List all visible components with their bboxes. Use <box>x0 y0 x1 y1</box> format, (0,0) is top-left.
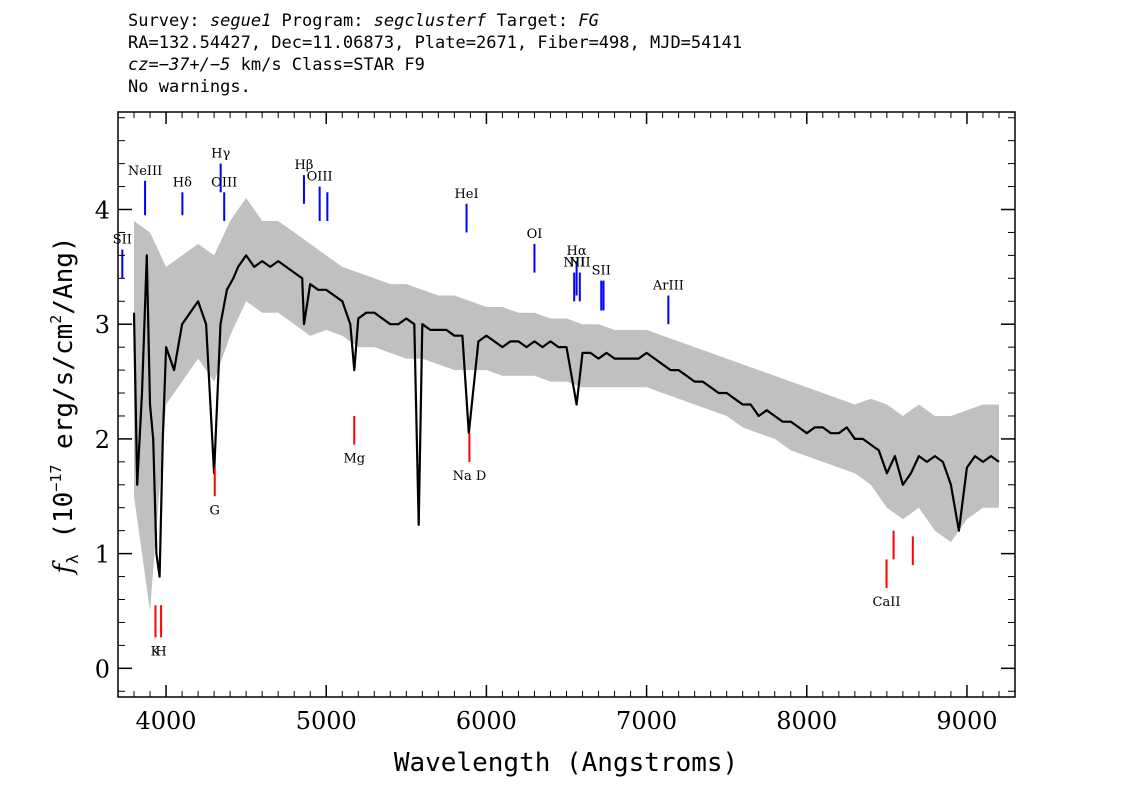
x-axis-title: Wavelength (Angstroms) <box>394 748 738 778</box>
x-tick-label: 7000 <box>616 707 677 735</box>
absorption-line-label: CaII <box>873 595 901 610</box>
y-tick-label: 4 <box>95 197 110 225</box>
y-axis-title-lambda: λ <box>63 554 82 564</box>
spectrum-header: Survey: segue1 Program: segclusterf Targ… <box>128 10 742 98</box>
x-tick-label: 4000 <box>136 707 197 735</box>
emission-line-label: Hβ <box>295 158 314 173</box>
emission-line-label: OI <box>527 227 543 242</box>
absorption-line-label: K <box>151 644 161 659</box>
survey-label: Survey: <box>128 11 210 31</box>
flux-layer <box>132 254 1000 578</box>
emission-line-label: SII <box>113 233 132 248</box>
emission-line-label: HeI <box>454 187 478 202</box>
y-tick-label: 3 <box>95 311 110 339</box>
header-line-redshift: cz=−37+/−5 km/s Class=STAR F9 <box>128 54 742 76</box>
error-band <box>134 198 999 611</box>
emission-line-label: Hγ <box>211 147 230 162</box>
y-axis-title-exp: −17 <box>47 465 65 492</box>
y-axis-title: fλ (10−17 erg/s/cm2/Ang) <box>47 236 82 575</box>
program-label: Program: <box>271 11 374 31</box>
program-value: segclusterf <box>373 11 487 31</box>
spectral-lines-layer: SIINeIIIHδHγOIIIHβOIIIHeIOINIIHαNIISIIAr… <box>113 147 914 659</box>
emission-line-label: SII <box>592 264 611 279</box>
y-axis-title-exp2: 2 <box>47 315 65 324</box>
header-line-survey: Survey: segue1 Program: segclusterf Targ… <box>128 10 742 32</box>
x-tick-label: 8000 <box>776 707 837 735</box>
absorption-line-label: G <box>210 503 220 518</box>
absorption-line-label: H <box>155 644 166 659</box>
emission-line-label: NII <box>563 256 585 271</box>
emission-line-label: OIII <box>211 175 237 190</box>
y-axis-title-body: (10 <box>49 492 79 555</box>
cz-class: km/s Class=STAR F9 <box>230 55 425 75</box>
emission-line-label: Hδ <box>173 175 192 190</box>
header-line-coordinates: RA=132.54427, Dec=11.06873, Plate=2671, … <box>128 33 743 53</box>
y-axis-title-end: /Ang) <box>49 236 79 314</box>
absorption-line-label: Na D <box>453 469 487 484</box>
header-line-warnings: No warnings. <box>128 77 251 97</box>
emission-line-label: NII <box>569 256 591 271</box>
error-band-layer <box>134 198 999 611</box>
x-tick-label: 6000 <box>456 707 517 735</box>
y-tick-label: 0 <box>95 655 110 683</box>
x-tick-label: 5000 <box>296 707 357 735</box>
flux-series-line <box>132 254 1000 578</box>
emission-line-label: OIII <box>307 170 333 185</box>
target-label: Target: <box>486 11 579 31</box>
x-tick-label: 9000 <box>936 707 997 735</box>
y-tick-label: 1 <box>95 541 110 569</box>
axes-layer: 4000 5000 6000 7000 8000 9000 0 1 2 3 4 <box>95 112 1016 735</box>
survey-value: segue1 <box>209 11 272 31</box>
y-axis-title-unit: erg/s/cm <box>49 324 79 465</box>
emission-line-label: ArIII <box>652 279 684 294</box>
target-value: FG <box>578 11 599 31</box>
emission-line-label: Hα <box>567 244 587 259</box>
emission-line-label: NeIII <box>128 164 162 179</box>
cz-value: =−37+/−5 <box>148 55 231 75</box>
cz-label: cz <box>128 55 149 75</box>
y-tick-label: 2 <box>95 426 110 454</box>
absorption-line-label: Mg <box>343 452 365 467</box>
